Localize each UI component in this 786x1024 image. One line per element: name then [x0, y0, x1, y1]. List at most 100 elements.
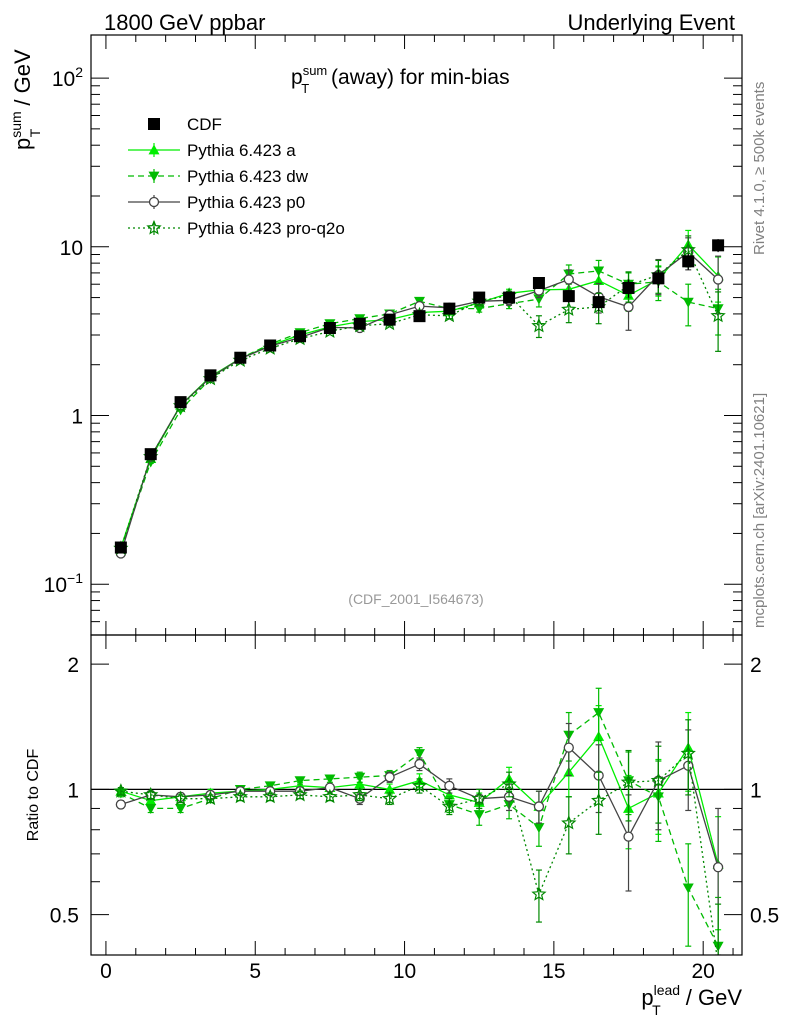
data-point [710, 307, 726, 323]
main-panel-ticks [91, 35, 742, 636]
data-point [234, 351, 247, 364]
ratio-panel-ticks [91, 635, 742, 956]
legend-item-pythia-6-423-pro-q2o: Pythia 6.423 pro-q2o [128, 219, 345, 238]
ratio-point [682, 883, 694, 894]
ratio-point [414, 759, 425, 770]
ratio-point [262, 788, 278, 804]
title-p: p [291, 66, 303, 89]
ratio-point [620, 774, 637, 789]
data-point [712, 274, 724, 285]
data-point [383, 313, 396, 326]
ratio-series-layer [91, 687, 742, 955]
data-point [144, 448, 157, 461]
ratio-point [473, 810, 485, 821]
ratio-point [441, 798, 457, 813]
title-sup: sum [303, 63, 328, 78]
analysis-reference-label: (CDF_2001_I564673) [348, 591, 483, 607]
ratio-y-tick-label: 1 [67, 779, 79, 802]
ratio-point [232, 788, 248, 804]
ratio-point [292, 786, 308, 802]
data-point [323, 322, 336, 335]
legend-marker [148, 118, 160, 130]
ratio-point [650, 772, 667, 788]
data-point [532, 277, 545, 290]
data-point [264, 339, 277, 352]
x-tick-label: 0 [100, 960, 112, 983]
title-rest: (away) for min-bias [325, 66, 509, 89]
xlabel-sup: lead [654, 982, 680, 998]
ratio-point [563, 742, 574, 753]
ratio-point [354, 778, 366, 789]
ratio-series-pythia-6-423-dw [115, 687, 724, 955]
main-series-layer [113, 229, 726, 559]
data-point [562, 290, 575, 303]
xlabel-rest: / GeV [680, 985, 743, 1010]
data-point [204, 369, 217, 382]
data-point [593, 266, 605, 277]
legend-marker [148, 144, 160, 155]
y-tick-label: 10−1 [44, 570, 84, 597]
legend-label: Pythia 6.423 p0 [187, 193, 305, 212]
x-tick-label: 10 [393, 960, 416, 983]
header-right-label: Underlying Event [567, 10, 735, 35]
ratio-y-tick-label-right: 1 [750, 779, 762, 802]
ratio-point [294, 776, 306, 787]
legend-item-pythia-6-423-dw: Pythia 6.423 dw [128, 167, 309, 186]
ratio-point [501, 776, 517, 791]
ratio-point [143, 786, 159, 802]
ratio-point [591, 792, 607, 808]
ratio-y-tick-label: 0.5 [50, 905, 79, 928]
legend-label: Pythia 6.423 pro-q2o [187, 219, 345, 238]
data-point [473, 304, 485, 315]
ratio-point [381, 790, 398, 806]
ratio-point [593, 708, 605, 719]
ratio-y-tick-label-right: 0.5 [750, 905, 779, 928]
ratio-y-tick-labels: 0.5 0.5 1 1 2 2 [50, 654, 779, 928]
legend-label: CDF [187, 115, 222, 134]
ratio-point [712, 862, 724, 873]
ratio-point [533, 823, 545, 833]
ratio-point [352, 786, 368, 802]
ratio-panel-frame [90, 634, 743, 956]
plot-title: psum T (away) for min-bias [291, 63, 510, 96]
ratio-point [384, 783, 396, 794]
data-point [712, 239, 725, 252]
ratio-point [411, 777, 428, 793]
legend: CDF Pythia 6.423 a Pythia 6.423 dw Pythia 6… [128, 115, 345, 238]
mcplots-citation-label: mcplots.cern.ch [arXiv:2401.10621] [751, 393, 768, 628]
legend-item-pythia-6-423-a: Pythia 6.423 a [128, 141, 296, 160]
legend-marker [148, 171, 160, 182]
series-cdf [114, 239, 725, 554]
ylabel-p: p [10, 138, 35, 150]
legend-label: Pythia 6.423 dw [187, 167, 309, 186]
ratio-point [354, 772, 366, 783]
data-point [561, 301, 577, 316]
data-point [682, 255, 695, 268]
data-point [174, 396, 187, 409]
ratio-panel: 0.5 0.5 1 1 2 2 0 5 10 15 20 Ratio to CDF plead T … [25, 634, 779, 1018]
y-tick-label: 102 [52, 64, 83, 91]
data-point [680, 241, 696, 257]
series-pythia-6-423-a [115, 229, 724, 552]
ratio-point [324, 774, 336, 785]
ratio-point [413, 749, 425, 759]
header-left-label: 1800 GeV ppbar [104, 10, 265, 35]
data-point [353, 317, 366, 330]
ratio-point [444, 780, 455, 791]
x-tick-label: 5 [249, 960, 261, 983]
ylabel-sup: sum [8, 111, 24, 137]
legend-marker [146, 219, 162, 235]
ratio-series-pythia-6-423-p0 [115, 722, 724, 955]
legend-item-pythia-6-423-p0: Pythia 6.423 p0 [128, 193, 305, 212]
data-point [622, 281, 635, 294]
ratio-y-tick-label-right: 2 [750, 654, 762, 677]
ratio-point [202, 790, 219, 806]
ratio-point [531, 886, 547, 901]
ratio-point [623, 831, 634, 842]
ratio-point [175, 804, 187, 814]
ratio-point [113, 783, 129, 798]
ratio-series-pythia-6-423-pro-q2o [113, 719, 722, 955]
title-sub: T [301, 81, 309, 96]
